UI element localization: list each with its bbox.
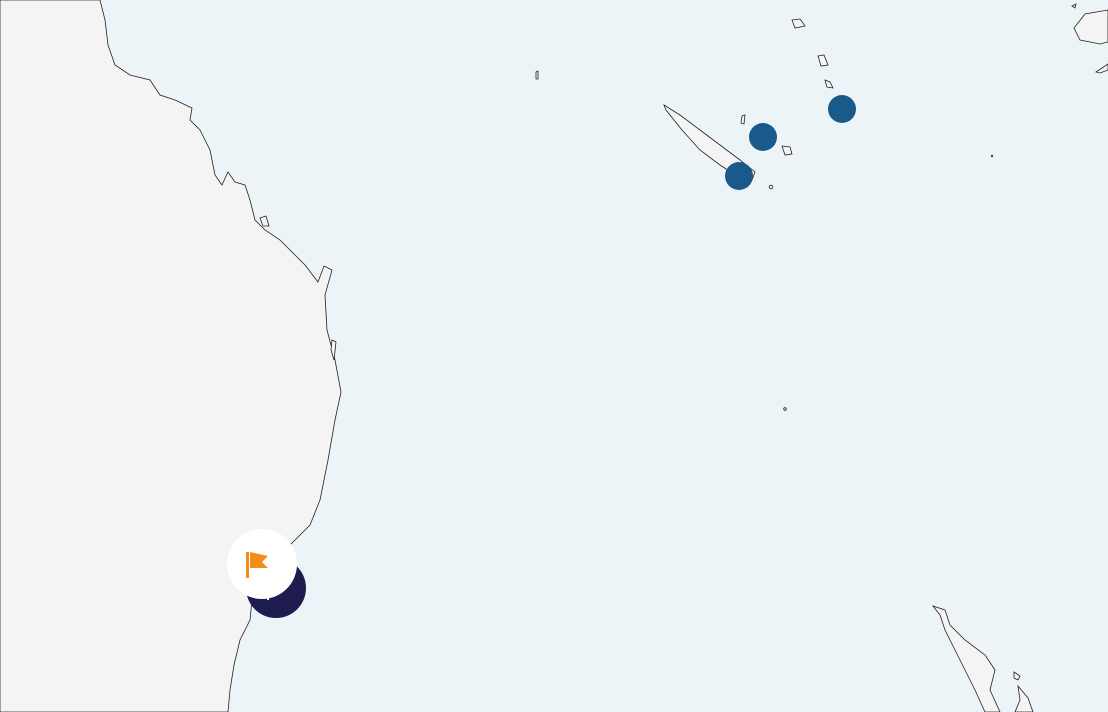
map-marker[interactable] <box>725 162 753 190</box>
map-marker[interactable] <box>749 123 777 151</box>
island <box>768 184 774 190</box>
island <box>990 154 994 158</box>
island <box>817 54 829 67</box>
map-marker[interactable] <box>828 95 856 123</box>
island <box>259 215 270 227</box>
solomon-islands <box>1071 3 1108 74</box>
island <box>824 79 834 89</box>
selected-marker[interactable] <box>227 529 297 599</box>
island <box>330 339 337 361</box>
island <box>740 114 746 125</box>
new-zealand <box>931 605 1001 712</box>
island <box>791 18 806 29</box>
flag-icon <box>250 552 268 568</box>
island <box>781 145 793 156</box>
island <box>535 70 539 80</box>
new-zealand <box>1013 671 1034 712</box>
flag-pole <box>246 552 249 578</box>
island <box>783 407 787 411</box>
